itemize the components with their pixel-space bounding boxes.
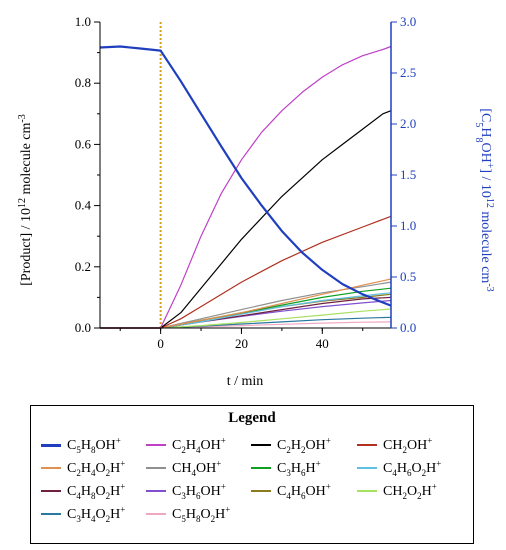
legend-item: C5H8OH+ bbox=[41, 431, 121, 454]
y2-axis-label: [C5H8OH+] / 1012 molecule cm-3 bbox=[474, 108, 496, 291]
y-tick-label: 1.0 bbox=[75, 14, 91, 29]
legend-swatch bbox=[146, 444, 166, 447]
series-layer bbox=[99, 45, 392, 329]
legend-label: C2H4OH+ bbox=[172, 435, 226, 455]
legend-swatch bbox=[357, 490, 377, 493]
legend-item: C2H2OH+ bbox=[251, 431, 331, 454]
y2-tick-label: 0.0 bbox=[400, 320, 416, 335]
legend-swatch bbox=[251, 444, 271, 447]
legend-label: C2H2OH+ bbox=[277, 435, 331, 455]
legend-title: Legend bbox=[228, 410, 276, 426]
y-tick-label: 0.8 bbox=[75, 75, 91, 90]
legend-item: C3H4O2H+ bbox=[41, 500, 125, 523]
legend-swatch bbox=[41, 490, 61, 493]
y-tick-label: 0.0 bbox=[75, 320, 91, 335]
y2-tick-label: 1.5 bbox=[400, 167, 416, 182]
legend-label: C4H6O2H+ bbox=[383, 458, 442, 478]
series-line-c5h8o2hplus bbox=[100, 321, 392, 329]
legend-swatch bbox=[146, 513, 166, 516]
series-line-c5h8ohplus bbox=[99, 45, 392, 307]
y-tick-label: 0.2 bbox=[75, 259, 91, 274]
legend-label: C4H8O2H+ bbox=[67, 481, 126, 501]
legend-label: C2H4O2H+ bbox=[67, 458, 126, 478]
y2-tick-label: 0.5 bbox=[400, 269, 416, 284]
legend-item: C3H6OH+ bbox=[146, 477, 226, 500]
y2-tick-label: 1.0 bbox=[400, 218, 416, 233]
legend-swatch bbox=[357, 444, 377, 447]
x-tick-label: 0 bbox=[157, 336, 164, 351]
legend-item: C2H4O2H+ bbox=[41, 454, 125, 477]
series-line-c2h4o2hplus bbox=[100, 278, 392, 329]
x-axis-label: t / min bbox=[227, 374, 264, 389]
legend-item: CH4OH+ bbox=[146, 454, 221, 477]
legend-item: C4H8O2H+ bbox=[41, 477, 125, 500]
legend-swatch bbox=[41, 467, 61, 470]
y2-tick-label: 3.0 bbox=[400, 14, 416, 29]
legend-label: C4H6OH+ bbox=[277, 481, 331, 501]
legend-item: C4H6OH+ bbox=[251, 477, 331, 500]
legend-swatch bbox=[146, 490, 166, 493]
legend-item: C5H8O2H+ bbox=[146, 500, 230, 523]
legend: Legend C5H8OH+ C2H4OH+ C2H2OH+ CH2OH+ C2H4O2… bbox=[30, 405, 474, 544]
legend-swatch bbox=[146, 467, 166, 470]
legend-item: CH2O2H+ bbox=[357, 477, 437, 500]
series-line-c2h2ohplus bbox=[100, 110, 392, 329]
x-tick-label: 40 bbox=[316, 336, 329, 351]
chart: 0 20 40 0.0 0.2 0.4 0.6 0.8 1.0 0.0 0.5 1.0 1.5 2.0 2.… bbox=[17, 14, 496, 389]
legend-label: C3H4O2H+ bbox=[67, 504, 126, 524]
y-tick-label: 0.6 bbox=[75, 136, 92, 151]
y2-tick-label: 2.5 bbox=[400, 65, 416, 80]
legend-label: CH4OH+ bbox=[172, 458, 222, 478]
legend-swatch bbox=[251, 467, 271, 470]
series-line-c2h4ohplus bbox=[100, 45, 392, 329]
legend-item: CH2OH+ bbox=[357, 431, 432, 454]
y-axis-label: [Product] / 1012 molecule cm-3 bbox=[17, 114, 35, 286]
y-tick-label: 0.4 bbox=[75, 198, 92, 213]
y2-tick-label: 2.0 bbox=[400, 116, 416, 131]
legend-item: C3H6H+ bbox=[251, 454, 321, 477]
legend-label: CH2O2H+ bbox=[383, 481, 437, 501]
legend-label: C5H8OH+ bbox=[67, 435, 121, 455]
series-line-ch2ohplus bbox=[100, 215, 392, 329]
legend-label: C3H6OH+ bbox=[172, 481, 226, 501]
legend-item: C2H4OH+ bbox=[146, 431, 226, 454]
x-tick-label: 20 bbox=[235, 336, 248, 351]
legend-label: C3H6H+ bbox=[277, 458, 321, 478]
legend-label: C5H8O2H+ bbox=[172, 504, 231, 524]
legend-label: CH2OH+ bbox=[383, 435, 433, 455]
legend-swatch bbox=[251, 490, 271, 493]
legend-swatch bbox=[41, 513, 61, 516]
legend-swatch bbox=[357, 467, 377, 470]
legend-item: C4H6O2H+ bbox=[357, 454, 441, 477]
axes-layer: 0 20 40 0.0 0.2 0.4 0.6 0.8 1.0 0.0 0.5 1.0 1.5 2.0 2.… bbox=[75, 14, 417, 351]
legend-swatch bbox=[41, 443, 61, 447]
